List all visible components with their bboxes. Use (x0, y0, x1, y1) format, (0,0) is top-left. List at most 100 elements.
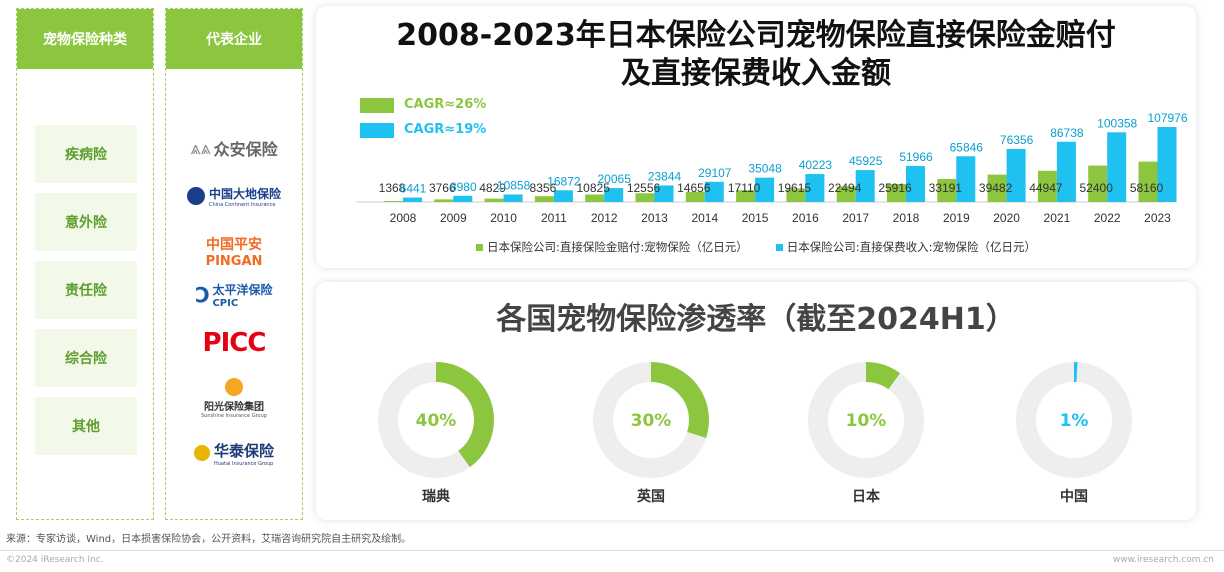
x-tick-label: 2014 (691, 211, 718, 225)
sunshine-name: 阳光保险集团 (204, 401, 264, 413)
donut-panel: 各国宠物保险渗透率（截至2024H1） 40% 瑞典 30% 英国 10% 日本 1% 中国 (316, 282, 1196, 520)
x-tick-label: 2022 (1094, 211, 1121, 225)
huatai-sub: Huatai Insurance Group (213, 460, 274, 467)
bar-claims (887, 184, 906, 202)
dadi-sub: China Continent Insurance (208, 201, 276, 208)
bar-claims (585, 194, 605, 202)
zhongan-logo: ⩓⩓ 众安保险 (166, 133, 302, 163)
footer-divider (0, 550, 1224, 551)
data-label-premiums: 29107 (698, 166, 732, 180)
bar-premiums (805, 174, 825, 202)
bar-claims (534, 196, 554, 202)
donut-country-label: 日本 (852, 488, 881, 505)
x-tick-label: 2008 (390, 211, 417, 225)
bar-claims (384, 201, 403, 202)
bar-claims (1037, 170, 1057, 202)
data-label-premiums: 6441 (400, 182, 427, 196)
sunshine-sun-icon (225, 377, 243, 396)
data-label-premiums: 45925 (849, 154, 883, 168)
bar-legend: 日本保险公司:直接保险金赔付:宠物保险（亿日元） 日本保险公司:直接保费收入:宠… (316, 239, 1196, 255)
cpic-mark-icon: Ͻ (195, 283, 210, 307)
type-item: 责任险 (35, 261, 137, 319)
pingan-name: 中国平安 (206, 236, 262, 253)
bar-premiums (956, 156, 976, 202)
donut-segment (808, 362, 924, 478)
data-label-premiums: 65846 (950, 140, 984, 154)
x-tick-label: 2012 (591, 211, 618, 225)
donut-segment (593, 362, 709, 478)
data-label-claims: 3766 (429, 181, 456, 195)
bar-premiums (704, 181, 724, 202)
data-label-premiums: 35048 (748, 162, 782, 176)
donut-percent-label: 1% (1060, 411, 1089, 431)
x-tick-label: 2015 (742, 211, 769, 225)
data-label-premiums: 40223 (799, 158, 833, 172)
donut-percent-label: 30% (631, 411, 672, 431)
cpic-logo: Ͻ 太平洋保险 CPIC (166, 279, 302, 311)
data-label-claims: 33191 (929, 181, 963, 195)
data-label-claims: 22494 (828, 181, 862, 195)
donut-panel-title: 各国宠物保险渗透率（截至2024H1） (496, 302, 1016, 337)
data-label-claims: 10825 (577, 181, 611, 195)
legend-blue-swatch (775, 244, 783, 251)
bar-chart-panel: 2008-2023年日本保险公司宠物保险直接保险金赔付 及直接保费收入金额 CA… (316, 6, 1196, 268)
donut-country-label: 英国 (636, 488, 665, 505)
data-label-premiums: 100358 (1097, 116, 1137, 130)
x-tick-label: 2016 (792, 211, 819, 225)
x-tick-label: 2020 (993, 211, 1020, 225)
data-label-premiums: 16872 (547, 174, 581, 188)
bar-premiums (553, 190, 573, 202)
cagr-green-swatch (360, 98, 394, 113)
bar-premiums (1006, 148, 1026, 202)
x-tick-label: 2021 (1044, 211, 1071, 225)
companies-header: 代表企业 (166, 9, 302, 69)
bar-claims (434, 199, 454, 202)
bar-claims (484, 198, 504, 202)
x-tick-label: 2023 (1144, 211, 1171, 225)
bar-premiums (453, 195, 473, 202)
legend-item-premiums: 日本保险公司:直接保费收入:宠物保险（亿日元） (775, 239, 1036, 255)
footer-copyright: ©2024 iResearch Inc. (6, 555, 104, 565)
bar-premiums (1157, 127, 1177, 202)
dadi-logo: 中国大地保险 China Continent Insurance (166, 179, 302, 213)
companies-column: 代表企业 ⩓⩓ 众安保险 中国大地保险 China Continent Insu… (165, 8, 303, 520)
cagr-green-label: CAGR≈26% (404, 97, 487, 112)
data-label-claims: 14656 (677, 181, 711, 195)
donut-percent-label: 10% (846, 411, 887, 431)
zhongan-mark-icon: ⩓⩓ (190, 137, 211, 159)
data-label-claims: 4829 (479, 181, 506, 195)
picc-logo: PICC (166, 325, 302, 361)
bar-premiums (906, 165, 925, 202)
data-label-claims: 52400 (1080, 181, 1114, 195)
data-label-claims: 58160 (1130, 181, 1164, 195)
donut-segment (378, 362, 494, 478)
donut-charts: 40% 瑞典 30% 英国 10% 日本 1% 中国 (378, 362, 1132, 505)
picc-name: PICC (202, 328, 267, 358)
data-label-claims: 12556 (627, 181, 661, 195)
data-label-claims: 44947 (1029, 181, 1063, 195)
data-label-premiums: 8980 (450, 180, 477, 194)
source-note: 来源：专家访谈，Wind，日本损害保险协会，公开资料，艾瑞咨询研究院自主研究及绘… (6, 534, 412, 545)
type-item: 意外险 (35, 193, 137, 251)
pingan-sub: PINGAN (205, 253, 263, 269)
bar-claims (836, 186, 856, 202)
cpic-name: 太平洋保险 (212, 283, 273, 297)
type-item: 其他 (35, 397, 137, 455)
dadi-globe-icon (186, 187, 205, 205)
bar-claims (987, 174, 1007, 202)
bar-claims (635, 193, 655, 202)
data-label-claims: 25916 (878, 181, 912, 195)
data-label-premiums: 86738 (1050, 126, 1084, 140)
insurance-types-column: 宠物保险种类 疾病险 意外险 责任险 综合险 其他 (16, 8, 154, 520)
cagr-blue-swatch (360, 123, 394, 138)
huatai-mark-icon (193, 445, 210, 461)
bar-premiums (654, 185, 674, 202)
x-tick-label: 2017 (842, 211, 869, 225)
x-tick-label: 2019 (943, 211, 970, 225)
bar-premiums (755, 177, 775, 202)
bar-claims (937, 178, 957, 202)
data-label-premiums: 51966 (899, 150, 933, 164)
x-tick-label: 2010 (490, 211, 517, 225)
bar-claims (1138, 161, 1158, 202)
